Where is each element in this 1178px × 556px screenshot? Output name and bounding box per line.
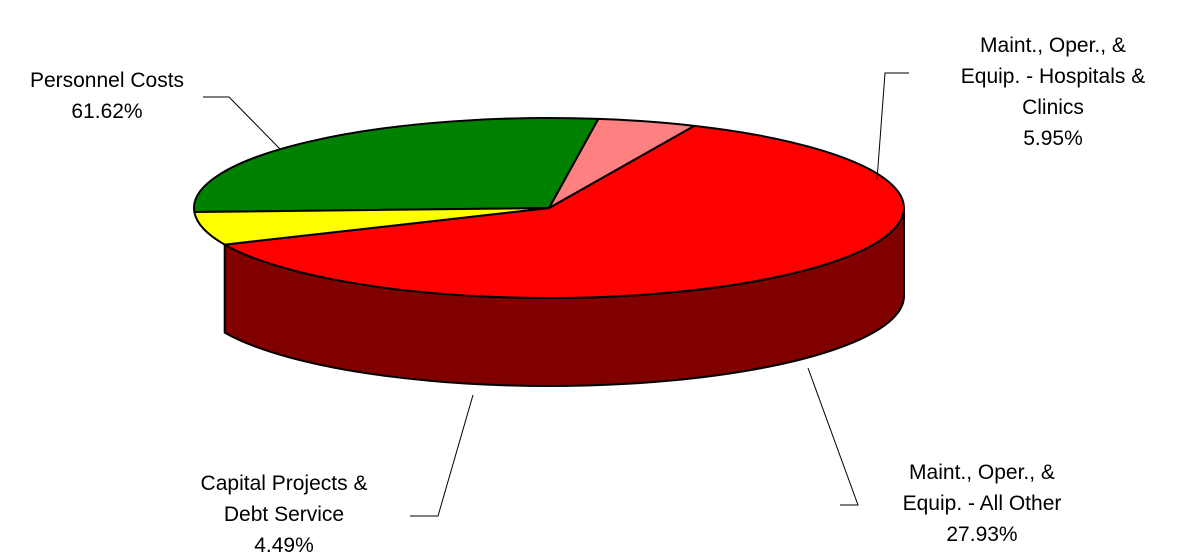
leader-line-2	[807, 367, 859, 506]
slice-label-line: Equip. - Hospitals &	[961, 65, 1145, 88]
slice-labels: Personnel Costs 61.62% Maint., Oper., & Equ…	[30, 34, 1145, 556]
pie-slices	[193, 117, 905, 299]
slice-label-3: Capital Projects & Debt Service 4.49%	[201, 472, 368, 556]
pie-slice-1	[193, 207, 550, 246]
slice-percent: 27.93%	[946, 523, 1017, 546]
slice-label-line: Capital Projects &	[201, 472, 368, 495]
leader-lines	[203, 72, 909, 517]
slice-label-line: Clinics	[1022, 96, 1084, 119]
slice-label-line: Personnel Costs	[30, 69, 184, 92]
slice-label-line: Debt Service	[224, 503, 344, 526]
slice-label-line: Maint., Oper., &	[980, 34, 1126, 57]
slice-label-0: Personnel Costs 61.62%	[30, 69, 184, 123]
slice-label-2: Maint., Oper., & Equip. - All Other 27.93%	[903, 461, 1062, 546]
slice-label-line: Maint., Oper., &	[909, 461, 1055, 484]
slice-percent: 61.62%	[71, 100, 142, 123]
pie-slice-0	[223, 124, 905, 299]
slice-label-1: Maint., Oper., & Equip. - Hospitals & Clin…	[961, 34, 1145, 150]
slice-percent: 4.49%	[254, 534, 314, 556]
pie-slice-2	[193, 117, 600, 214]
leader-line-1	[876, 72, 909, 181]
leader-line-3	[410, 394, 474, 517]
slice-percent: 5.95%	[1023, 127, 1083, 150]
slice-label-line: Equip. - All Other	[903, 492, 1062, 515]
leader-line-0	[203, 96, 282, 151]
